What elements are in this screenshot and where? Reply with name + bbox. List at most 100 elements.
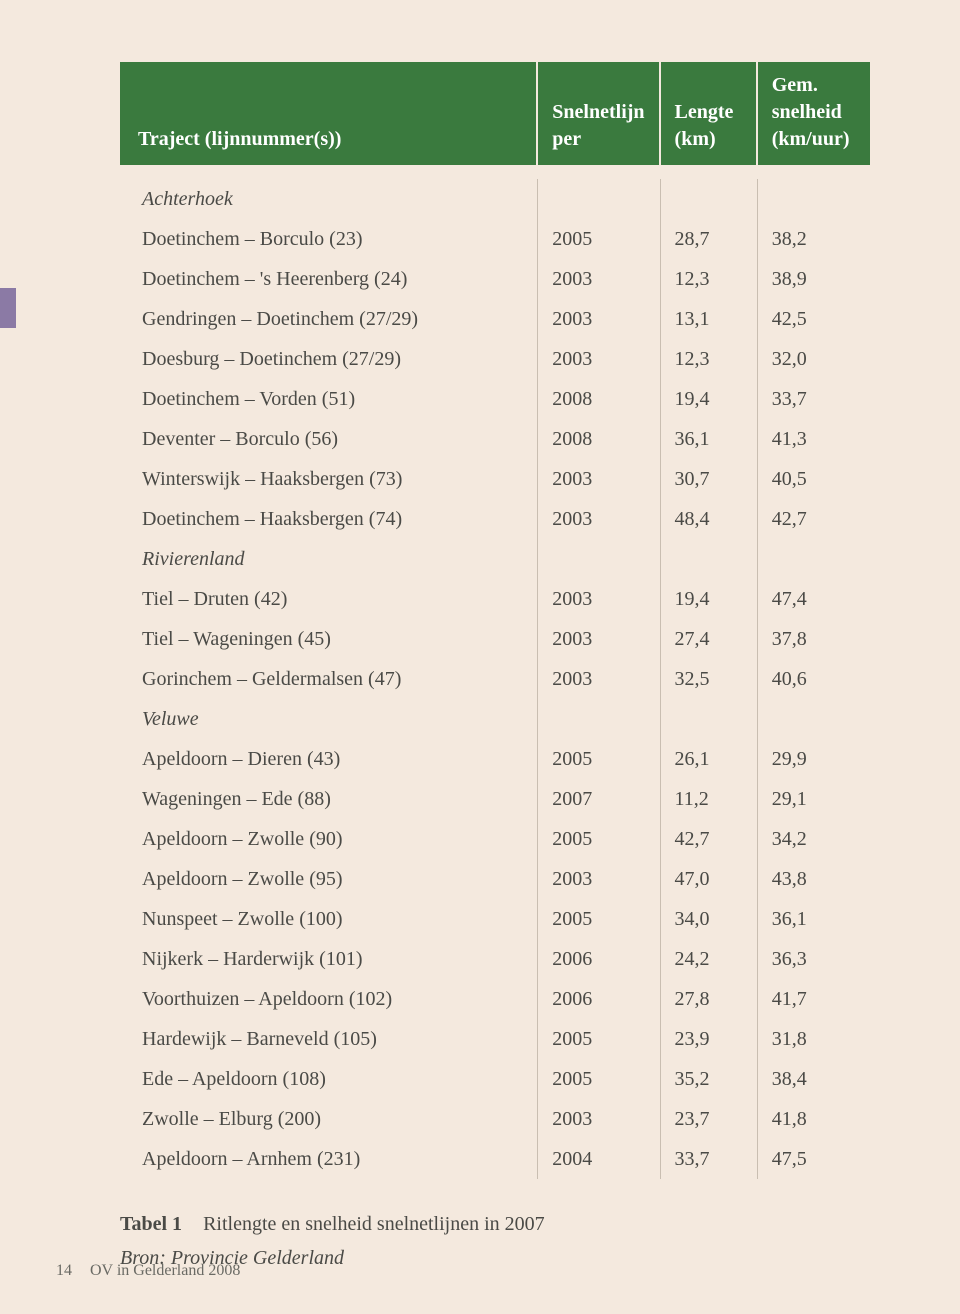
table-row: Apeldoorn – Dieren (43)200526,129,9 (120, 739, 870, 779)
cell-snelheid: 29,1 (758, 779, 870, 819)
cell-lengte: 23,9 (661, 1019, 758, 1059)
cell-lengte: 33,7 (661, 1139, 758, 1179)
cell-traject: Doesburg – Doetinchem (27/29) (120, 339, 538, 379)
cell-snelheid: 37,8 (758, 619, 870, 659)
cell-traject: Zwolle – Elburg (200) (120, 1099, 538, 1139)
table-row: Tiel – Druten (42)200319,447,4 (120, 579, 870, 619)
cell-per: 2005 (538, 1059, 660, 1099)
cell-lengte: 12,3 (661, 259, 758, 299)
cell-traject: Gendringen – Doetinchem (27/29) (120, 299, 538, 339)
cell-traject: Wageningen – Ede (88) (120, 779, 538, 819)
cell-per: 2004 (538, 1139, 660, 1179)
table-row: Tiel – Wageningen (45)200327,437,8 (120, 619, 870, 659)
cell-traject: Gorinchem – Geldermalsen (47) (120, 659, 538, 699)
col-per: Snelnetlijn per (538, 62, 660, 165)
cell-traject: Doetinchem – Haaksbergen (74) (120, 499, 538, 539)
table-row: Nunspeet – Zwolle (100)200534,036,1 (120, 899, 870, 939)
cell-snelheid: 43,8 (758, 859, 870, 899)
table-row: Apeldoorn – Arnhem (231)200433,747,5 (120, 1139, 870, 1179)
cell-traject: Deventer – Borculo (56) (120, 419, 538, 459)
cell-lengte: 24,2 (661, 939, 758, 979)
cell-lengte: 36,1 (661, 419, 758, 459)
cell-lengte: 23,7 (661, 1099, 758, 1139)
cell-traject: Voorthuizen – Apeldoorn (102) (120, 979, 538, 1019)
cell-per: 2003 (538, 619, 660, 659)
table-row: Voorthuizen – Apeldoorn (102)200627,841,… (120, 979, 870, 1019)
data-table: Traject (lijnnummer(s)) Snelnetlijn per … (120, 62, 870, 1179)
cell-snelheid: 40,5 (758, 459, 870, 499)
cell-snelheid: 36,1 (758, 899, 870, 939)
cell-snelheid: 38,2 (758, 219, 870, 259)
table-row: Gorinchem – Geldermalsen (47)200332,540,… (120, 659, 870, 699)
col-lengte: Lengte (km) (661, 62, 758, 165)
cell-lengte: 27,8 (661, 979, 758, 1019)
cell-snelheid: 41,7 (758, 979, 870, 1019)
cell-traject: Apeldoorn – Zwolle (95) (120, 859, 538, 899)
cell-per: 2007 (538, 779, 660, 819)
cell-lengte: 27,4 (661, 619, 758, 659)
cell-snelheid: 33,7 (758, 379, 870, 419)
table-row: Winterswijk – Haaksbergen (73)200330,740… (120, 459, 870, 499)
cell-lengte: 32,5 (661, 659, 758, 699)
table-row: Doetinchem – Borculo (23)200528,738,2 (120, 219, 870, 259)
cell-per: 2003 (538, 259, 660, 299)
table-row: Nijkerk – Harderwijk (101)200624,236,3 (120, 939, 870, 979)
cell-traject: Ede – Apeldoorn (108) (120, 1059, 538, 1099)
cell-traject: Tiel – Druten (42) (120, 579, 538, 619)
cell-per: 2003 (538, 579, 660, 619)
cell-snelheid: 47,4 (758, 579, 870, 619)
cell-snelheid: 32,0 (758, 339, 870, 379)
page-footer: 14 OV in Gelderland 2008 (56, 1262, 240, 1280)
cell-traject: Apeldoorn – Zwolle (90) (120, 819, 538, 859)
cell-lengte: 28,7 (661, 219, 758, 259)
cell-lengte: 19,4 (661, 579, 758, 619)
cell-snelheid: 34,2 (758, 819, 870, 859)
col3-line1: Lengte (675, 101, 734, 123)
col-snelheid: Gem. snelheid (km/uur) (758, 62, 870, 165)
cell-lengte: 19,4 (661, 379, 758, 419)
cell-per: 2003 (538, 339, 660, 379)
cell-lengte: 34,0 (661, 899, 758, 939)
col2-line1: Snelnetlijn (552, 101, 644, 123)
cell-traject: Doetinchem – 's Heerenberg (24) (120, 259, 538, 299)
table-row: Doetinchem – Vorden (51)200819,433,7 (120, 379, 870, 419)
cell-per: 2003 (538, 459, 660, 499)
cell-per: 2006 (538, 979, 660, 1019)
table-row: Hardewijk – Barneveld (105)200523,931,8 (120, 1019, 870, 1059)
page: Traject (lijnnummer(s)) Snelnetlijn per … (0, 0, 960, 1314)
cell-per: 2003 (538, 859, 660, 899)
cell-snelheid: 42,5 (758, 299, 870, 339)
cell-traject: Apeldoorn – Arnhem (231) (120, 1139, 538, 1179)
cell-lengte: 48,4 (661, 499, 758, 539)
cell-lengte: 11,2 (661, 779, 758, 819)
table-row: Apeldoorn – Zwolle (90)200542,734,2 (120, 819, 870, 859)
table-header: Traject (lijnnummer(s)) Snelnetlijn per … (120, 62, 870, 165)
cell-lengte: 35,2 (661, 1059, 758, 1099)
cell-traject: Tiel – Wageningen (45) (120, 619, 538, 659)
cell-snelheid: 40,6 (758, 659, 870, 699)
cell-per: 2005 (538, 1019, 660, 1059)
table-row: Doetinchem – Haaksbergen (74)200348,442,… (120, 499, 870, 539)
table-row: Ede – Apeldoorn (108)200535,238,4 (120, 1059, 870, 1099)
cell-per: 2005 (538, 899, 660, 939)
cell-traject: Winterswijk – Haaksbergen (73) (120, 459, 538, 499)
cell-snelheid: 36,3 (758, 939, 870, 979)
cell-snelheid: 41,3 (758, 419, 870, 459)
cell-lengte: 26,1 (661, 739, 758, 779)
cell-per: 2003 (538, 1099, 660, 1139)
cell-per: 2005 (538, 819, 660, 859)
margin-strip (0, 288, 16, 328)
section-title: Veluwe (120, 699, 538, 739)
cell-per: 2008 (538, 379, 660, 419)
col-traject: Traject (lijnnummer(s)) (120, 62, 538, 165)
col4-line2: snelheid (772, 101, 842, 123)
col4-line3: (km/uur) (772, 128, 850, 150)
cell-lengte: 13,1 (661, 299, 758, 339)
cell-snelheid: 38,9 (758, 259, 870, 299)
cell-lengte: 42,7 (661, 819, 758, 859)
cell-per: 2006 (538, 939, 660, 979)
section-title: Achterhoek (120, 179, 538, 219)
cell-traject: Apeldoorn – Dieren (43) (120, 739, 538, 779)
cell-per: 2005 (538, 219, 660, 259)
col2-line2: per (552, 128, 581, 150)
